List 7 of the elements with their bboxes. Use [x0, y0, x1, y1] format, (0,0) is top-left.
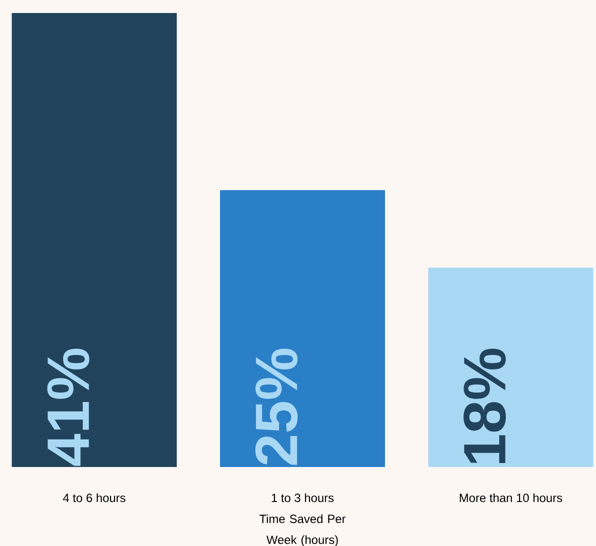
data-label: 18%: [464, 348, 506, 464]
x-tick-label: More than 10 hours: [460, 493, 562, 502]
data-label: 25%: [255, 348, 298, 465]
x-tick-label: 4 to 6 hours: [63, 493, 126, 502]
x-tick-label: 1 to 3 hours: [272, 493, 334, 502]
data-label: 41%: [47, 348, 90, 466]
x-axis-title: Time Saved Per Week (hours): [259, 514, 346, 546]
